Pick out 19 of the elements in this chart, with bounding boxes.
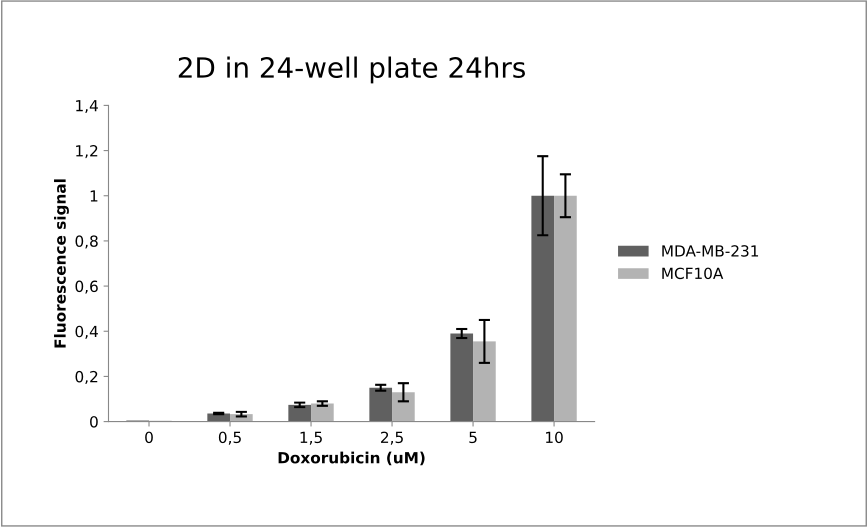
y-tick-label: 0,4 bbox=[75, 326, 98, 339]
x-tick-label: 5 bbox=[469, 432, 477, 444]
y-tick-label: 0,2 bbox=[75, 370, 98, 384]
y-tick-label: 1,4 bbox=[76, 100, 98, 113]
y-tick-label: 0,8 bbox=[75, 235, 98, 248]
y-tick-label: 0,6 bbox=[75, 280, 98, 294]
x-axis-title: Doxorubicin (uM) bbox=[278, 452, 425, 466]
legend-label: MCF10A bbox=[662, 268, 724, 280]
chart-title: 2D in 24-well plate 24hrs bbox=[178, 56, 525, 84]
x-tick-label: 0,5 bbox=[218, 432, 241, 445]
y-axis-title: Fluorescence signal bbox=[54, 179, 69, 348]
legend-label: MDA-MB-231 bbox=[662, 245, 758, 257]
x-tick-label: 2,5 bbox=[381, 432, 403, 445]
x-tick-label: 0 bbox=[145, 432, 153, 444]
y-tick-label: 1,2 bbox=[76, 145, 98, 158]
y-tick-label: 0 bbox=[90, 416, 98, 428]
x-tick-label: 1,5 bbox=[300, 432, 322, 445]
x-tick-label: 10 bbox=[546, 432, 563, 444]
y-tick-label: 1 bbox=[90, 190, 98, 202]
